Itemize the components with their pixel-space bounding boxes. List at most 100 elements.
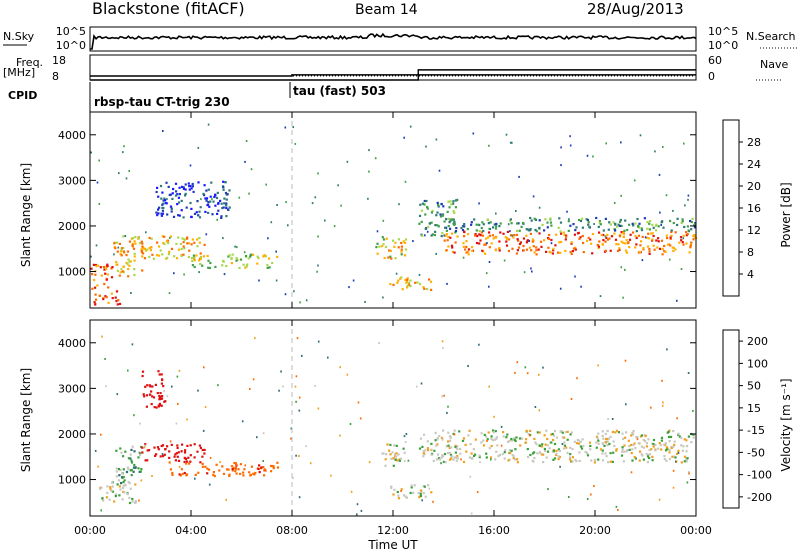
echo-cell <box>122 475 125 479</box>
echo-cell <box>540 445 544 448</box>
echo-cell <box>130 474 133 477</box>
echo-cell <box>656 246 659 249</box>
echo-cell <box>690 441 693 444</box>
echo-cell <box>587 221 590 224</box>
echo-cell <box>464 443 467 446</box>
echo-cell <box>398 459 401 462</box>
echo-cell <box>427 449 430 452</box>
echo-cell <box>294 385 297 388</box>
echo-cell <box>531 238 534 241</box>
echo-cell <box>220 216 223 219</box>
echo-cell <box>669 244 672 247</box>
echo-cell <box>189 184 192 188</box>
echo-cell <box>668 451 671 454</box>
echo-cell <box>91 287 94 290</box>
colorbar-tick-label: 100 <box>747 357 768 370</box>
echo-cell <box>235 259 238 262</box>
echo-cell <box>459 447 462 451</box>
echo-cell <box>93 278 96 282</box>
echo-cell <box>669 237 672 240</box>
echo-cell <box>471 246 474 249</box>
echo-cell <box>680 221 683 225</box>
echo-cell <box>117 246 120 249</box>
y-tick-label: 1000 <box>58 266 86 279</box>
echo-cell <box>131 445 134 448</box>
echo-cell <box>525 248 529 251</box>
echo-cell <box>582 241 585 245</box>
echo-cell <box>604 432 607 436</box>
echo-cell <box>128 264 131 267</box>
echo-cell <box>193 212 197 215</box>
echo-cell <box>592 155 594 158</box>
echo-cell <box>400 253 403 256</box>
echo-cell <box>545 250 548 253</box>
echo-cell <box>134 242 137 245</box>
echo-cell <box>594 458 597 462</box>
echo-cell <box>166 198 168 201</box>
echo-cell <box>426 440 429 443</box>
echo-cell <box>124 235 127 237</box>
echo-cell <box>116 241 119 244</box>
echo-cell <box>446 451 450 454</box>
echo-cell <box>586 498 589 500</box>
echo-cell <box>686 481 689 484</box>
echo-cell <box>559 430 562 433</box>
echo-cell <box>143 446 146 449</box>
echo-cell <box>677 432 680 435</box>
echo-cell <box>581 226 584 229</box>
echo-cell <box>122 151 124 154</box>
echo-cell <box>290 427 293 430</box>
echo-cell <box>504 236 507 239</box>
echo-cell <box>122 486 125 490</box>
echo-cell <box>443 239 446 242</box>
echo-cell <box>476 491 479 494</box>
freq-tick-low: 8 <box>52 70 59 83</box>
echo-cell <box>615 429 619 432</box>
echo-cell <box>144 459 147 462</box>
echo-cell <box>538 431 541 434</box>
echo-cell <box>591 252 594 255</box>
echo-cell <box>435 138 438 141</box>
echo-cell <box>489 456 493 459</box>
echo-cell <box>404 441 407 443</box>
echo-cell <box>615 449 618 452</box>
echo-cell <box>398 458 401 461</box>
echo-cell <box>465 245 468 248</box>
echo-cell <box>262 432 265 435</box>
echo-cell <box>175 452 178 455</box>
echo-cell <box>479 234 482 237</box>
echo-cell <box>317 407 320 410</box>
echo-cell <box>128 496 131 499</box>
echo-cell <box>685 460 688 463</box>
echo-cell <box>527 229 530 232</box>
echo-cell <box>160 404 163 407</box>
echo-cell <box>442 205 445 208</box>
echo-cell <box>438 435 441 438</box>
echo-cell <box>159 392 162 395</box>
echo-cell <box>686 225 689 228</box>
echo-cell <box>672 221 675 225</box>
echo-cell <box>204 465 207 468</box>
echo-cell <box>222 180 225 183</box>
echo-cell <box>436 211 439 214</box>
nsearch-label: N.Search <box>746 30 796 43</box>
echo-cell <box>151 395 154 398</box>
echo-cell <box>120 268 123 271</box>
echo-cell <box>575 442 579 445</box>
echo-cell <box>586 239 589 242</box>
echo-cell <box>483 243 486 246</box>
echo-cell <box>161 453 164 456</box>
echo-cell <box>449 439 452 442</box>
echo-cell <box>522 237 526 240</box>
echo-cell <box>272 467 275 470</box>
echo-cell <box>130 448 133 451</box>
date-title: 28/Aug/2013 <box>587 0 684 18</box>
echo-cell <box>381 452 384 455</box>
echo-cell <box>215 196 219 200</box>
echo-cell <box>608 442 611 446</box>
echo-cell <box>436 453 440 456</box>
echo-cell <box>459 452 462 455</box>
echo-cell <box>162 199 165 202</box>
echo-cell <box>389 443 392 446</box>
